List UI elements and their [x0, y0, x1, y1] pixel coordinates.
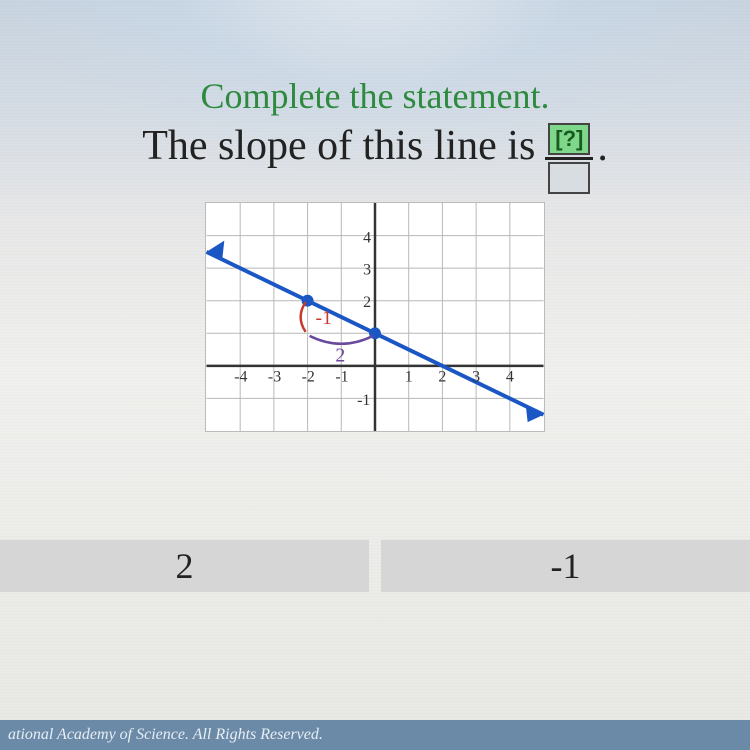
answer-option-a[interactable]: 2 [0, 540, 369, 592]
numerator-input-box[interactable]: [?] [548, 123, 590, 155]
fraction-bar [545, 157, 593, 160]
svg-text:2: 2 [438, 368, 446, 385]
svg-text:4: 4 [363, 230, 371, 247]
svg-text:-3: -3 [268, 368, 281, 385]
svg-text:3: 3 [472, 368, 480, 385]
statement-line: The slope of this line is [?] . [0, 123, 750, 194]
svg-text:4: 4 [506, 368, 514, 385]
answer-option-b[interactable]: -1 [381, 540, 750, 592]
period: . [597, 123, 608, 171]
svg-text:3: 3 [363, 261, 371, 278]
svg-text:-4: -4 [234, 368, 247, 385]
answer-buttons-row: 2 -1 [0, 540, 750, 592]
svg-text:-1: -1 [357, 392, 370, 409]
graph-svg: -1 2 -4 -3 -2 -1 1 2 3 4 4 3 2 -1 [206, 203, 544, 431]
svg-text:1: 1 [405, 368, 413, 385]
svg-text:2: 2 [363, 294, 371, 311]
coordinate-graph: -1 2 -4 -3 -2 -1 1 2 3 4 4 3 2 -1 [205, 202, 545, 432]
question-content: Complete the statement. The slope of thi… [0, 0, 750, 432]
graph-container: -1 2 -4 -3 -2 -1 1 2 3 4 4 3 2 -1 [0, 202, 750, 432]
answer-fraction-blank: [?] [545, 123, 593, 194]
axes [206, 203, 543, 431]
instruction-text: Complete the statement. [0, 75, 750, 117]
svg-text:-2: -2 [302, 368, 315, 385]
rise-arc [301, 302, 306, 332]
copyright-footer: ational Academy of Science. All Rights R… [0, 720, 750, 750]
run-label: 2 [335, 345, 345, 367]
statement-text: The slope of this line is [142, 123, 535, 169]
svg-text:-1: -1 [335, 368, 348, 385]
rise-label: -1 [316, 307, 333, 329]
denominator-input-box[interactable] [548, 162, 590, 194]
